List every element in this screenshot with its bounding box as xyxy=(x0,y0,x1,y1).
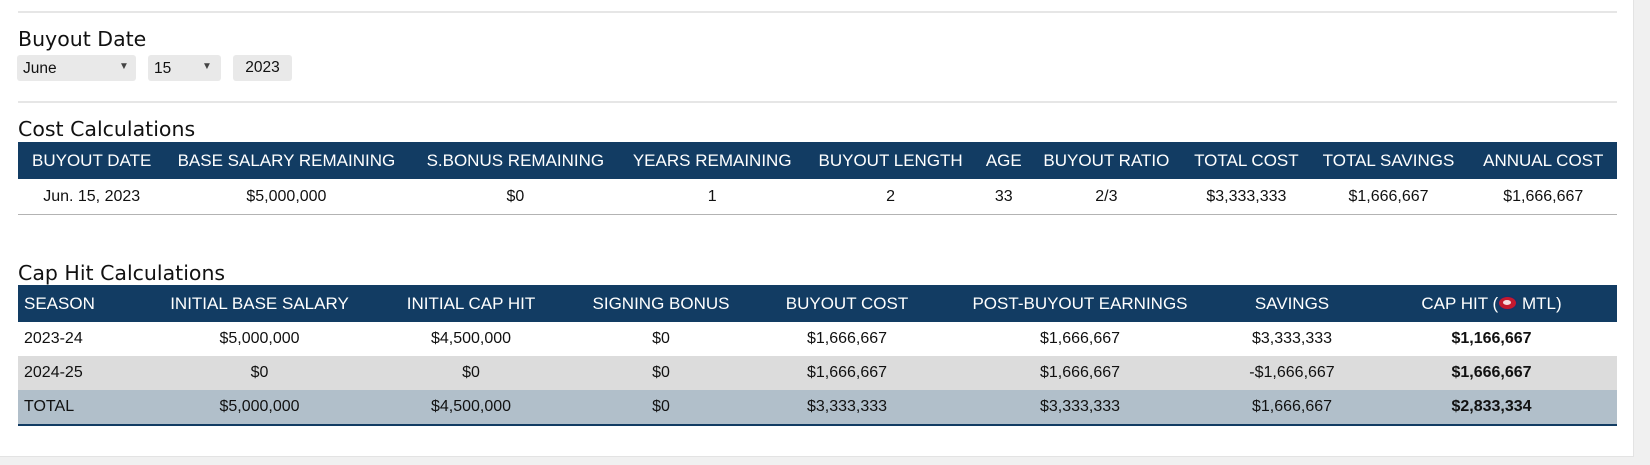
cap-hit-label: CAP HIT ( xyxy=(1421,293,1499,313)
col-total-cost[interactable]: TOTAL COST xyxy=(1185,142,1308,179)
col-initial-base-salary[interactable]: INITIAL BASE SALARY xyxy=(147,285,372,322)
montreal-canadiens-logo-icon xyxy=(1498,295,1518,310)
cell-season: 2024-25 xyxy=(18,356,147,390)
cell-post-buyout-earnings: $1,666,667 xyxy=(942,356,1218,390)
cell-post-buyout-earnings: $1,666,667 xyxy=(1039,330,1121,347)
year-value: 2023 xyxy=(245,59,280,76)
cell-initial-cap-hit: $0 xyxy=(372,356,570,390)
cell-season: 2023-24 xyxy=(24,330,83,347)
table-header-row: SEASON INITIAL BASE SALARY INITIAL CAP H… xyxy=(18,285,1617,322)
col-sbonus-remaining[interactable]: S.BONUS REMAINING xyxy=(407,142,624,179)
cell-buyout-date: Jun. 15, 2023 xyxy=(18,179,166,215)
buyout-calculator-panel: Buyout Date June ▼ 15 ▼ 2023 Cost Calcul… xyxy=(0,0,1634,457)
cell-signing-bonus: $0 xyxy=(570,390,752,426)
col-post-buyout-earnings[interactable]: POST-BUYOUT EARNINGS xyxy=(942,285,1218,322)
cell-initial-cap-hit: $4,500,000 xyxy=(372,390,570,426)
cell-years-remaining: 1 xyxy=(623,179,802,215)
cell-cap-hit: $1,666,667 xyxy=(1366,356,1617,390)
table-row: 2023-24 $5,000,000 $4,500,000 $0 $1,666,… xyxy=(18,322,1617,356)
cell-signing-bonus: $0 xyxy=(570,356,752,390)
cell-total-savings: $1,666,667 xyxy=(1307,179,1470,215)
cell-initial-base-salary: $5,000,000 xyxy=(147,390,372,426)
cell-savings: $1,666,667 xyxy=(1218,390,1366,426)
chevron-down-icon: ▼ xyxy=(202,61,212,72)
cell-signing-bonus: $0 xyxy=(652,330,670,347)
col-annual-cost[interactable]: ANNUAL COST xyxy=(1469,142,1617,179)
cap-hit-team: MTL) xyxy=(1521,293,1562,313)
section-divider xyxy=(18,101,1617,103)
day-select[interactable]: 15 ▼ xyxy=(148,55,221,81)
col-buyout-cost[interactable]: BUYOUT COST xyxy=(752,285,942,322)
cell-total-cost: $3,333,333 xyxy=(1185,179,1308,215)
top-divider xyxy=(18,11,1617,13)
col-savings[interactable]: SAVINGS xyxy=(1218,285,1366,322)
table-row: Jun. 15, 2023 $5,000,000 $0 1 2 33 2/3 $… xyxy=(18,179,1617,215)
cell-initial-cap-hit: $4,500,000 xyxy=(430,330,512,347)
col-age[interactable]: AGE xyxy=(980,142,1028,179)
table-total-row: TOTAL $5,000,000 $4,500,000 $0 $3,333,33… xyxy=(18,390,1617,426)
cell-buyout-cost: $1,666,667 xyxy=(806,330,888,347)
cell-age: 33 xyxy=(980,179,1028,215)
day-value: 15 xyxy=(154,60,172,77)
cell-initial-base-salary: $0 xyxy=(147,356,372,390)
col-buyout-ratio[interactable]: BUYOUT RATIO xyxy=(1027,142,1186,179)
cost-calculations-table: BUYOUT DATE BASE SALARY REMAINING S.BONU… xyxy=(18,142,1617,215)
cell-cap-hit: $2,833,334 xyxy=(1366,390,1617,426)
cell-buyout-length: 2 xyxy=(801,179,981,215)
cell-buyout-cost: $1,666,667 xyxy=(752,356,942,390)
col-initial-cap-hit[interactable]: INITIAL CAP HIT xyxy=(372,285,570,322)
col-cap-hit[interactable]: CAP HIT ( MTL) xyxy=(1366,285,1617,322)
col-total-savings[interactable]: TOTAL SAVINGS xyxy=(1307,142,1470,179)
col-signing-bonus[interactable]: SIGNING BONUS xyxy=(570,285,752,322)
buyout-date-heading: Buyout Date xyxy=(18,27,147,51)
cell-buyout-cost: $3,333,333 xyxy=(752,390,942,426)
table-row: 2024-25 $0 $0 $0 $1,666,667 $1,666,667 -… xyxy=(18,356,1617,390)
col-buyout-length[interactable]: BUYOUT LENGTH xyxy=(801,142,981,179)
cell-base-salary-remaining: $5,000,000 xyxy=(165,179,408,215)
cell-initial-base-salary: $5,000,000 xyxy=(219,330,300,347)
col-base-salary-remaining[interactable]: BASE SALARY REMAINING xyxy=(165,142,408,179)
chevron-down-icon: ▼ xyxy=(119,61,129,72)
month-select[interactable]: June ▼ xyxy=(17,55,136,81)
year-select[interactable]: 2023 xyxy=(233,55,292,81)
cap-hit-calculations-table: SEASON INITIAL BASE SALARY INITIAL CAP H… xyxy=(18,285,1617,426)
cell-post-buyout-earnings: $3,333,333 xyxy=(942,390,1218,426)
cell-savings: -$1,666,667 xyxy=(1218,356,1366,390)
month-value: June xyxy=(23,60,57,77)
cell-cap-hit: $1,166,667 xyxy=(1451,330,1532,347)
col-season[interactable]: SEASON xyxy=(18,285,147,322)
col-years-remaining[interactable]: YEARS REMAINING xyxy=(623,142,802,179)
col-buyout-date[interactable]: BUYOUT DATE xyxy=(18,142,166,179)
cell-annual-cost: $1,666,667 xyxy=(1469,179,1617,215)
table-header-row: BUYOUT DATE BASE SALARY REMAINING S.BONU… xyxy=(18,142,1617,179)
cost-calculations-heading: Cost Calculations xyxy=(18,117,196,141)
cell-sbonus-remaining: $0 xyxy=(407,179,624,215)
cell-savings: $3,333,333 xyxy=(1251,330,1333,347)
cell-season: TOTAL xyxy=(18,390,147,426)
cap-hit-calculations-heading: Cap Hit Calculations xyxy=(18,261,226,285)
cell-buyout-ratio: 2/3 xyxy=(1027,179,1186,215)
